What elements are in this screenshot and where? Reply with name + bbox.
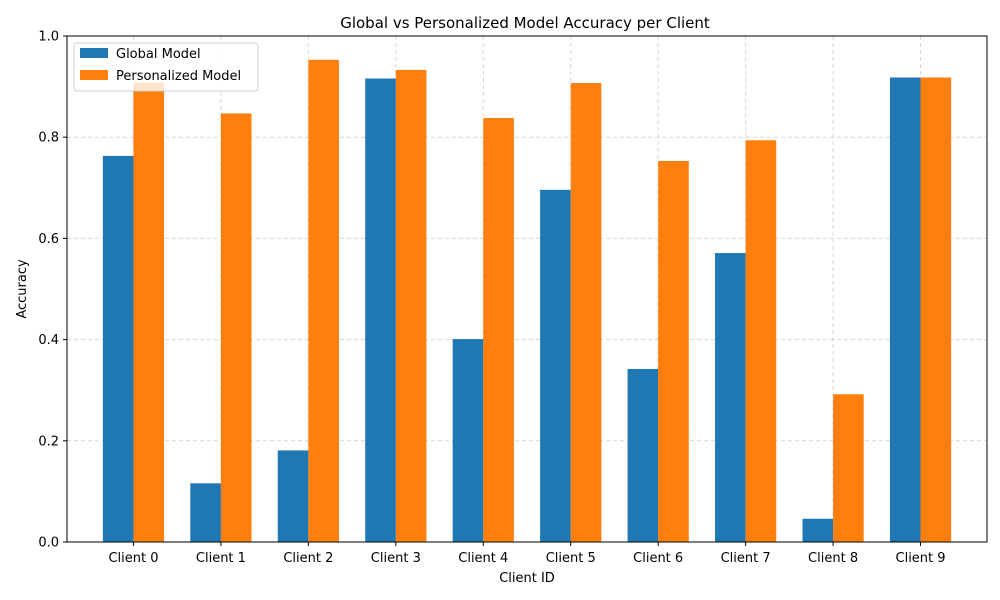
legend-label-global: Global Model [116, 47, 201, 62]
bar-global [889, 77, 921, 542]
bar-personalized [133, 82, 165, 542]
chart-title: Global vs Personalized Model Accuracy pe… [340, 14, 710, 32]
bar-personalized [570, 83, 602, 543]
legend-swatch-personalized [80, 70, 108, 80]
legend-swatch-global [80, 48, 108, 58]
x-tick-label: Client 5 [546, 551, 596, 566]
bar-global [715, 253, 746, 542]
x-axis-label: Client ID [499, 571, 555, 586]
bar-global [802, 518, 834, 542]
y-tick-label: 0.8 [38, 131, 59, 146]
bar-personalized [658, 160, 689, 542]
x-tick-label: Client 0 [108, 551, 158, 566]
plot-frame [66, 35, 988, 543]
y-axis-label: Accuracy [15, 259, 30, 319]
y-tick-label: 0.2 [38, 434, 59, 449]
bar-global [452, 339, 484, 542]
legend-label-personalized: Personalized Model [116, 69, 241, 84]
y-tick-label: 0.6 [38, 232, 59, 247]
bar-personalized [395, 69, 427, 542]
bar-global [365, 78, 396, 542]
bar-global [627, 368, 659, 542]
bar-global [190, 483, 221, 542]
legend: Global Model Personalized Model [73, 42, 259, 92]
x-tick-label: Client 3 [371, 551, 421, 566]
y-tick-label: 0.4 [38, 333, 59, 348]
x-tick-label: Client 6 [633, 551, 683, 566]
y-tick-label: 1.0 [38, 30, 59, 45]
bar-personalized [833, 394, 864, 542]
bar-personalized [920, 77, 952, 542]
bar-personalized [483, 117, 514, 543]
bar-global [277, 450, 309, 542]
x-tick-label: Client 9 [896, 551, 946, 566]
legend-box [73, 42, 259, 92]
bar-personalized [745, 140, 777, 542]
x-tick-label: Client 8 [808, 551, 858, 566]
bars [102, 59, 952, 543]
bar-personalized [308, 59, 339, 542]
y-tick-label: 0.0 [38, 536, 59, 551]
bar-personalized [220, 113, 252, 542]
axis-ticks: 0.0 0.2 0.4 0.6 0.8 1.0 Client 0 Client 1 Client… [38, 30, 945, 567]
bar-global [540, 189, 571, 542]
x-tick-label: Client 4 [458, 551, 508, 566]
x-tick-label: Client 7 [721, 551, 771, 566]
x-tick-label: Client 1 [196, 551, 246, 566]
x-tick-label: Client 2 [283, 551, 333, 566]
bar-global [102, 155, 134, 542]
